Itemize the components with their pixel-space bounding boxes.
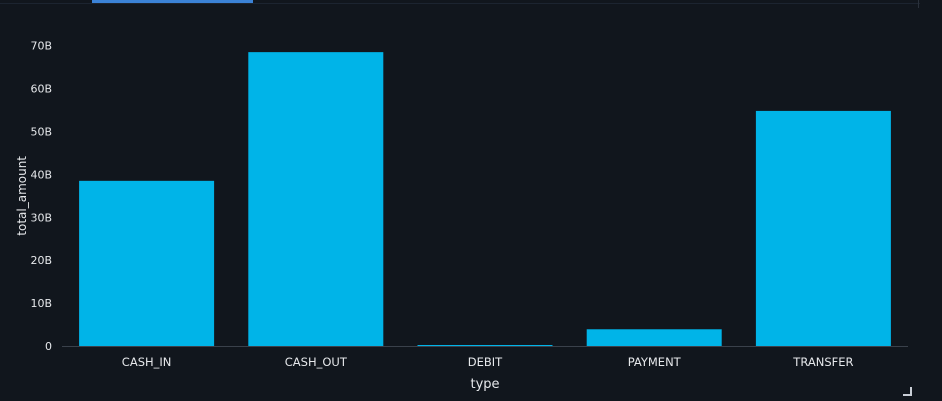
x-tick-label: DEBIT bbox=[468, 355, 503, 369]
x-tick-label: CASH_IN bbox=[122, 355, 172, 369]
y-tick-label: 20B bbox=[30, 254, 52, 267]
y-tick-label: 70B bbox=[30, 40, 52, 53]
bar-payment[interactable] bbox=[586, 329, 722, 346]
bars bbox=[79, 52, 891, 347]
y-tick-label: 10B bbox=[30, 297, 52, 310]
bar-cash-out[interactable] bbox=[248, 52, 384, 346]
bar-transfer[interactable] bbox=[755, 110, 891, 347]
y-tick-label: 40B bbox=[30, 168, 52, 181]
top-divider bbox=[0, 3, 920, 4]
y-axis-label: total_amount bbox=[15, 156, 29, 236]
y-tick-label: 50B bbox=[30, 126, 52, 139]
x-axis-label: type bbox=[470, 377, 499, 392]
x-tick-label: TRANSFER bbox=[792, 355, 853, 369]
x-tick-label: PAYMENT bbox=[628, 355, 682, 369]
resize-handle-icon[interactable] bbox=[903, 387, 912, 396]
x-axis-ticks: CASH_IN CASH_OUT DEBIT PAYMENT TRANSFER bbox=[122, 355, 854, 369]
y-tick-label: 30B bbox=[30, 211, 52, 224]
y-axis-ticks: 0 10B 20B 30B 40B 50B 60B 70B bbox=[30, 40, 52, 353]
bar-cash-in[interactable] bbox=[79, 180, 215, 346]
right-divider bbox=[918, 0, 919, 8]
y-tick-label: 60B bbox=[30, 83, 52, 96]
bar-debit[interactable] bbox=[417, 345, 553, 346]
y-tick-label: 0 bbox=[45, 340, 52, 353]
active-tab-indicator[interactable] bbox=[92, 0, 253, 3]
x-tick-label: CASH_OUT bbox=[285, 355, 348, 369]
